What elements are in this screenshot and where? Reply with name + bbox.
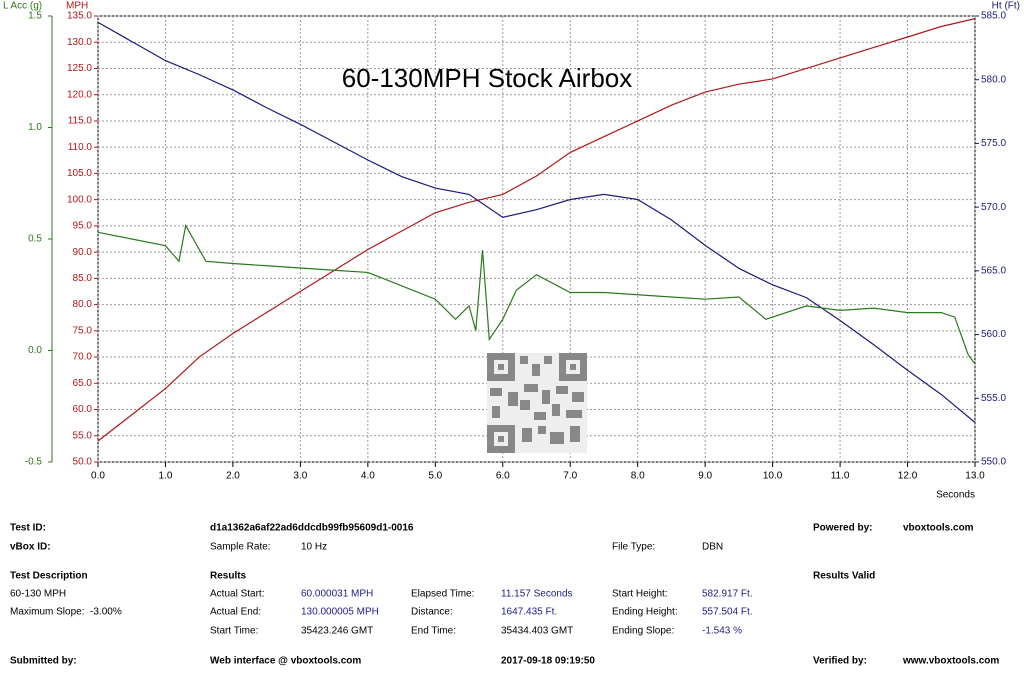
mph-axis-label: MPH	[66, 1, 88, 12]
y-tick-label: 90.0	[73, 247, 93, 258]
y-tick-label: 95.0	[73, 221, 93, 232]
value: 10 Hz	[301, 542, 327, 553]
x-tick-label: 9.0	[698, 471, 712, 482]
y-tick-label: 130.0	[67, 37, 92, 48]
label: Submitted by:	[10, 656, 77, 667]
y2-tick-label: 560.0	[981, 329, 1006, 340]
label: Ending Slope:	[612, 626, 674, 637]
y2-tick-label: 550.0	[981, 457, 1006, 468]
label: Start Time:	[210, 626, 258, 637]
value: 130.000005 MPH	[301, 607, 379, 618]
y-tick-label: 75.0	[73, 325, 93, 336]
qr-code	[487, 353, 587, 453]
y-tick-label: 125.0	[67, 63, 92, 74]
value: 60-130 MPH	[10, 589, 66, 600]
y3-tick-label: 1.5	[28, 11, 42, 22]
label: Powered by:	[813, 523, 872, 534]
x-axis-label: Seconds	[936, 490, 975, 501]
value: 557.504 Ft.	[702, 607, 753, 618]
label: Start Height:	[612, 589, 668, 600]
x-tick-label: 0.0	[91, 471, 105, 482]
y2-tick-label: 570.0	[981, 202, 1006, 213]
chart-title: 60-130MPH Stock Airbox	[342, 63, 632, 93]
y-tick-label: 55.0	[73, 430, 93, 441]
y-tick-label: 65.0	[73, 378, 93, 389]
series-line	[97, 18, 976, 442]
y-tick-label: 115.0	[68, 116, 93, 127]
x-tick-label: 13.0	[965, 471, 985, 482]
value: d1a1362a6af22ad6ddcdb99fb95609d1-0016	[210, 523, 414, 534]
label: Distance:	[411, 607, 453, 618]
y3-tick-label: 0.5	[28, 234, 42, 245]
x-tick-label: 2.0	[226, 471, 240, 482]
y-tick-label: 105.0	[67, 168, 92, 179]
value: 2017-09-18 09:19:50	[501, 656, 595, 667]
label: Elapsed Time:	[411, 589, 474, 600]
label: Verified by:	[813, 656, 867, 667]
label: Ending Height:	[612, 607, 678, 618]
x-tick-label: 5.0	[428, 471, 442, 482]
x-tick-label: 8.0	[631, 471, 645, 482]
value: vboxtools.com	[903, 523, 974, 534]
value: 60.000031 MPH	[301, 589, 373, 600]
value: 11.157 Seconds	[501, 589, 573, 600]
y-tick-label: 50.0	[73, 457, 93, 468]
value: Web interface @ vboxtools.com	[210, 656, 361, 667]
value: 1647.435 Ft.	[501, 607, 557, 618]
x-tick-label: 4.0	[361, 471, 375, 482]
label: Actual Start:	[210, 589, 264, 600]
value: 582.917 Ft.	[702, 589, 753, 600]
label: vBox ID:	[10, 542, 51, 553]
y2-tick-label: 585.0	[981, 11, 1006, 22]
y3-tick-label: 0.0	[28, 345, 42, 356]
x-tick-label: 1.0	[159, 471, 173, 482]
heading: Test Description	[10, 571, 88, 582]
y2-tick-label: 575.0	[981, 138, 1006, 149]
series-line	[97, 223, 976, 365]
value: 35423.246 GMT	[301, 626, 373, 637]
y-tick-label: 100.0	[67, 194, 92, 205]
y-tick-label: 80.0	[73, 299, 93, 310]
y-tick-label: 85.0	[73, 273, 93, 284]
value: DBN	[702, 542, 723, 553]
x-tick-label: 11.0	[831, 471, 850, 482]
value: 35434.403 GMT	[501, 626, 573, 637]
label: Test ID:	[10, 523, 46, 534]
heading: Results Valid	[813, 571, 875, 582]
acc-axis-label: L Acc (g)	[3, 1, 42, 12]
x-tick-label: 7.0	[563, 471, 577, 482]
label: End Time:	[411, 626, 456, 637]
x-tick-label: 6.0	[496, 471, 510, 482]
label: File Type:	[612, 542, 655, 553]
heading: Results	[210, 571, 247, 582]
ht-axis-label: Ht (Ft)	[992, 1, 1020, 12]
y-tick-label: 60.0	[73, 404, 93, 415]
y-tick-label: 110.0	[68, 142, 93, 153]
y2-tick-label: 580.0	[981, 74, 1006, 85]
value: www.vboxtools.com	[902, 656, 999, 667]
x-tick-label: 10.0	[763, 471, 783, 482]
y3-tick-label: -0.5	[25, 457, 43, 468]
value: -1.543 %	[702, 626, 742, 637]
label: Sample Rate:	[210, 542, 271, 553]
y2-tick-label: 555.0	[981, 393, 1006, 404]
x-tick-label: 3.0	[293, 471, 307, 482]
y-tick-label: 70.0	[73, 352, 93, 363]
label: Actual End:	[210, 607, 261, 618]
series-line	[97, 21, 976, 423]
y2-tick-label: 565.0	[981, 265, 1006, 276]
results-panel: Test ID: d1a1362a6af22ad6ddcdb99fb95609d…	[10, 523, 999, 667]
y3-tick-label: 1.0	[28, 122, 42, 133]
y-tick-label: 135.0	[67, 11, 92, 22]
value: Maximum Slope: -3.00%	[10, 607, 122, 618]
x-tick-label: 12.0	[898, 471, 918, 482]
y-tick-label: 120.0	[67, 89, 92, 100]
